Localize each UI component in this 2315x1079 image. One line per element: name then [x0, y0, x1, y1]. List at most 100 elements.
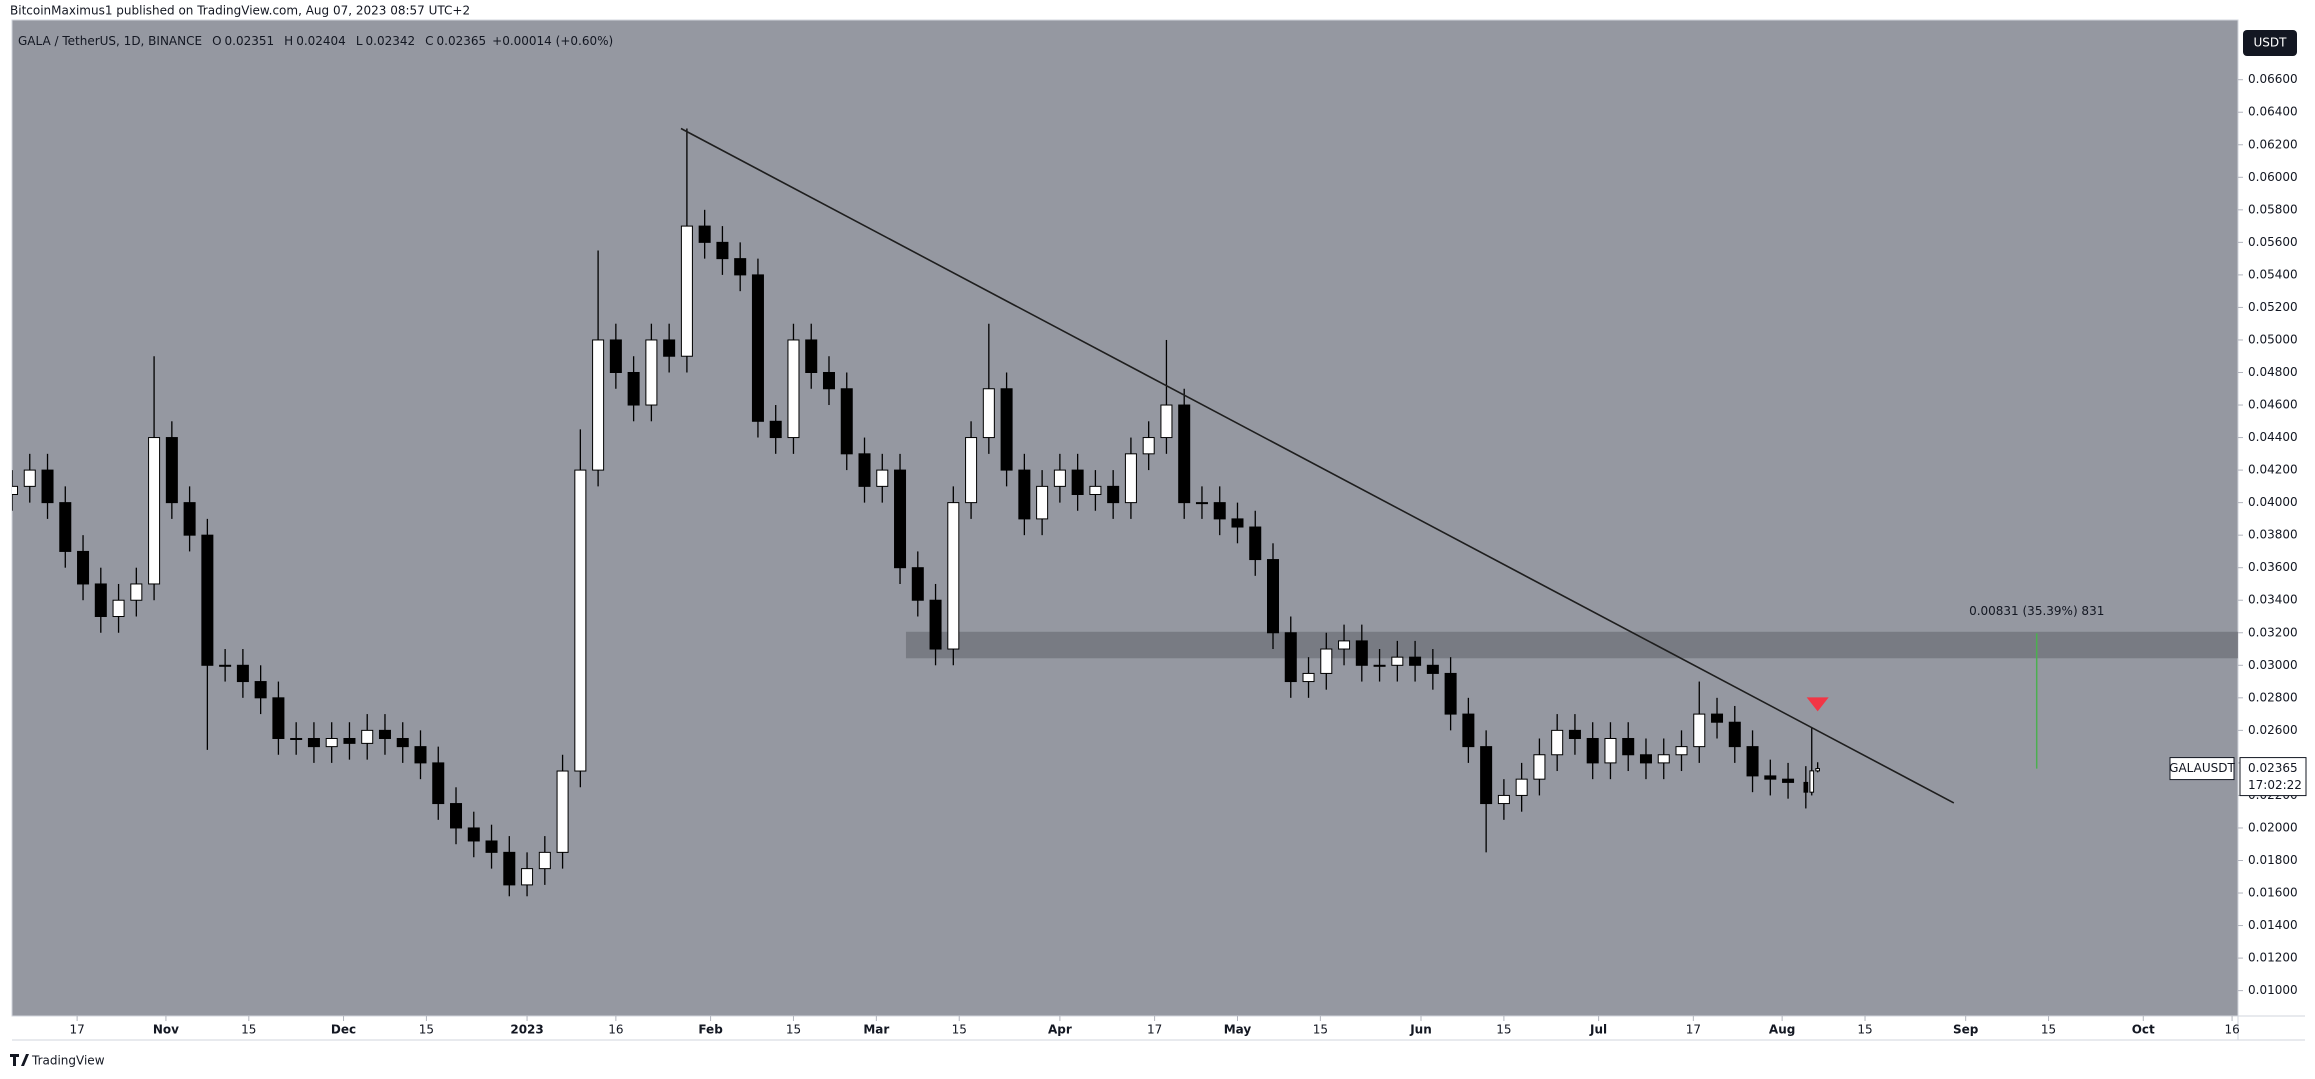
symbol-label-box	[2169, 757, 2235, 781]
candle-body	[432, 762, 445, 805]
candle-body	[627, 371, 640, 406]
candle-body	[645, 339, 658, 406]
candle-body	[1586, 737, 1599, 764]
y-tick-label: 0.03800	[2248, 528, 2298, 542]
candle-body	[1036, 485, 1049, 520]
symbol-label: GALAUSDT	[2169, 761, 2235, 775]
candle-body	[450, 803, 463, 829]
y-tick-label: 0.05200	[2248, 300, 2298, 314]
price-label: 0.02365	[2248, 761, 2298, 775]
candle-body	[1782, 778, 1795, 783]
candle-body	[219, 664, 232, 667]
candle-body	[1764, 775, 1777, 780]
candle-body	[1728, 721, 1741, 748]
legend-value: 0.02342	[366, 34, 416, 48]
candle-body	[1195, 502, 1208, 505]
y-tick-label: 0.05800	[2248, 202, 2298, 216]
x-tick-label: 17	[1147, 1023, 1162, 1037]
y-tick-label: 0.03600	[2248, 560, 2298, 574]
candle-body	[1213, 502, 1226, 520]
x-tick-label: 17	[1686, 1023, 1701, 1037]
x-tick-label: 15	[1496, 1023, 1511, 1037]
candle-body	[1803, 781, 1809, 793]
y-tick-label: 0.03400	[2248, 593, 2298, 607]
candle-body	[94, 583, 107, 617]
x-tick-label: Feb	[698, 1023, 723, 1037]
y-tick-label: 0.04400	[2248, 430, 2298, 444]
candle-body	[1373, 664, 1386, 667]
candle-body	[538, 851, 551, 870]
legend-key: O	[212, 34, 221, 48]
y-tick-label: 0.02800	[2248, 690, 2298, 704]
legend-key: L	[356, 34, 363, 48]
support-zone	[905, 631, 2238, 659]
candle-body	[858, 453, 871, 487]
candle-body	[201, 534, 214, 666]
x-tick-label: 17	[69, 1023, 84, 1037]
candle-body	[1266, 559, 1280, 634]
candle-body	[1089, 485, 1102, 495]
x-tick-label: 15	[241, 1023, 256, 1037]
legend-change: +0.00014 (+0.60%)	[492, 34, 613, 48]
candle-body	[1409, 656, 1422, 666]
y-tick-label: 0.02600	[2248, 723, 2298, 737]
candle-body	[414, 746, 427, 764]
candle-body	[290, 737, 303, 740]
candle-body	[1107, 485, 1120, 504]
legend-key: C	[425, 34, 433, 48]
y-tick-label: 0.06200	[2248, 137, 2298, 151]
candle-body	[1809, 770, 1815, 793]
candle-body	[23, 469, 36, 487]
candle-body	[1657, 754, 1670, 764]
x-tick-label: 16	[2224, 1023, 2239, 1037]
candle-body	[1604, 737, 1617, 764]
candle-body	[325, 737, 338, 748]
x-tick-label: Dec	[331, 1023, 356, 1037]
legend-value: 0.02404	[296, 34, 346, 48]
candle-body	[805, 339, 818, 373]
y-tick-label: 0.01400	[2248, 918, 2298, 932]
candle-body	[1231, 518, 1244, 528]
plot-layer: 0.00831 (35.39%) 831	[12, 127, 2238, 897]
candle-body	[1338, 640, 1351, 650]
candle-body	[130, 583, 143, 601]
candle-body	[1142, 437, 1155, 455]
y-tick-label: 0.04000	[2248, 495, 2298, 509]
candle-body	[982, 388, 995, 439]
candle-body	[112, 599, 125, 617]
x-tick-label: Aug	[1769, 1023, 1795, 1037]
candle-body	[1497, 794, 1510, 805]
y-tick-label: 0.06400	[2248, 105, 2298, 119]
candle-body	[1160, 404, 1173, 439]
footer-logo	[10, 1054, 29, 1066]
trendline	[680, 127, 1955, 804]
x-tick-label: 15	[1313, 1023, 1328, 1037]
x-tick-label: Apr	[1048, 1023, 1072, 1037]
candle-body	[12, 485, 19, 495]
candle-body	[361, 729, 374, 744]
y-tick-label: 0.03000	[2248, 658, 2298, 672]
y-tick-label: 0.01600	[2248, 886, 2298, 900]
candle-body	[947, 502, 960, 650]
y-tick-label: 0.05600	[2248, 235, 2298, 249]
x-tick-label: 15	[786, 1023, 801, 1037]
x-tick-label: Nov	[153, 1023, 179, 1037]
y-tick-label: 0.06000	[2248, 170, 2298, 184]
candle-body	[77, 550, 90, 585]
candle-body	[734, 258, 747, 276]
candle-body	[307, 737, 320, 748]
candle-body	[965, 437, 978, 504]
candle-body	[1711, 713, 1724, 723]
candle-body	[41, 469, 54, 504]
legend: GALA / TetherUS, 1D, BINANCE O 0.02351 H 0.0…	[18, 34, 613, 48]
measure-label: 0.00831 (35.39%) 831	[1969, 604, 2104, 618]
candle-body	[254, 681, 267, 699]
candle-body	[1178, 404, 1191, 504]
x-tick-label: 15	[1857, 1023, 1872, 1037]
candle-body	[894, 469, 907, 569]
x-tick-label: 15	[2041, 1023, 2056, 1037]
candle-body	[751, 274, 764, 422]
candle-body	[1533, 754, 1546, 780]
candle-body	[165, 437, 178, 504]
